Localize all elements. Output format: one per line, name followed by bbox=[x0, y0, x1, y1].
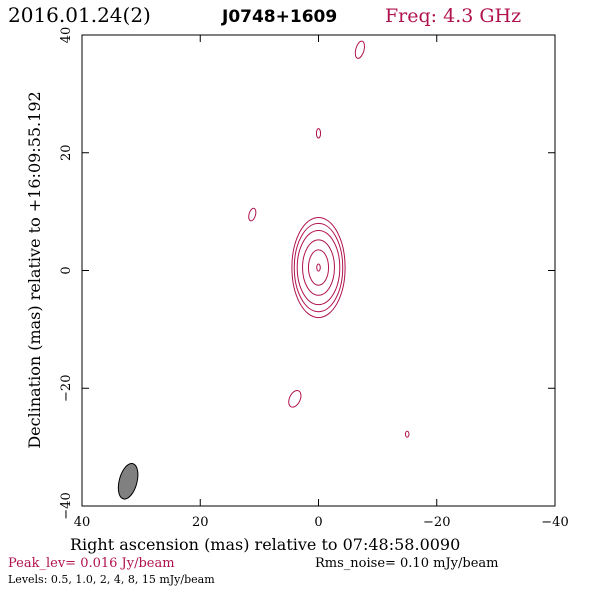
component-contour bbox=[288, 390, 302, 408]
x-axis-label: Right ascension (mas) relative to 07:48:… bbox=[70, 535, 460, 554]
source-name: J0748+1609 bbox=[221, 7, 337, 27]
y-axis-label: Declination (mas) relative to +16:09:55.… bbox=[25, 91, 44, 448]
epoch-date: 2016.01.24(2) bbox=[8, 3, 151, 27]
core-contour bbox=[307, 249, 330, 286]
y-tick-label: 20 bbox=[59, 144, 74, 161]
peak-level: Peak_lev= 0.016 Jy/beam bbox=[8, 556, 175, 571]
component-contour bbox=[315, 128, 322, 139]
core-contour bbox=[293, 222, 344, 313]
core-contour bbox=[296, 229, 341, 306]
x-tick-label: −20 bbox=[423, 515, 450, 530]
restoring-beam bbox=[117, 462, 139, 500]
component-contour bbox=[248, 207, 257, 222]
rms-noise: Rms_noise= 0.10 mJy/beam bbox=[315, 556, 498, 571]
y-tick-label: 40 bbox=[59, 27, 74, 44]
x-tick-label: 0 bbox=[314, 515, 322, 530]
x-tick-label: 40 bbox=[74, 515, 91, 530]
component-contour bbox=[404, 430, 410, 438]
component-contour bbox=[354, 40, 365, 59]
frequency-label: Freq: 4.3 GHz bbox=[385, 5, 521, 27]
core-contour bbox=[302, 239, 335, 296]
y-tick-label: 0 bbox=[59, 266, 74, 274]
contour-levels: Levels: 0.5, 1.0, 2, 4, 8, 15 mJy/beam bbox=[8, 573, 215, 586]
y-tick-label: −20 bbox=[59, 375, 74, 402]
plot-frame bbox=[81, 34, 556, 507]
core-contour bbox=[316, 263, 321, 272]
core-contour bbox=[291, 217, 346, 319]
x-tick-label: −40 bbox=[541, 515, 568, 530]
x-tick-label: 20 bbox=[192, 515, 209, 530]
y-tick-label: −40 bbox=[59, 492, 74, 519]
